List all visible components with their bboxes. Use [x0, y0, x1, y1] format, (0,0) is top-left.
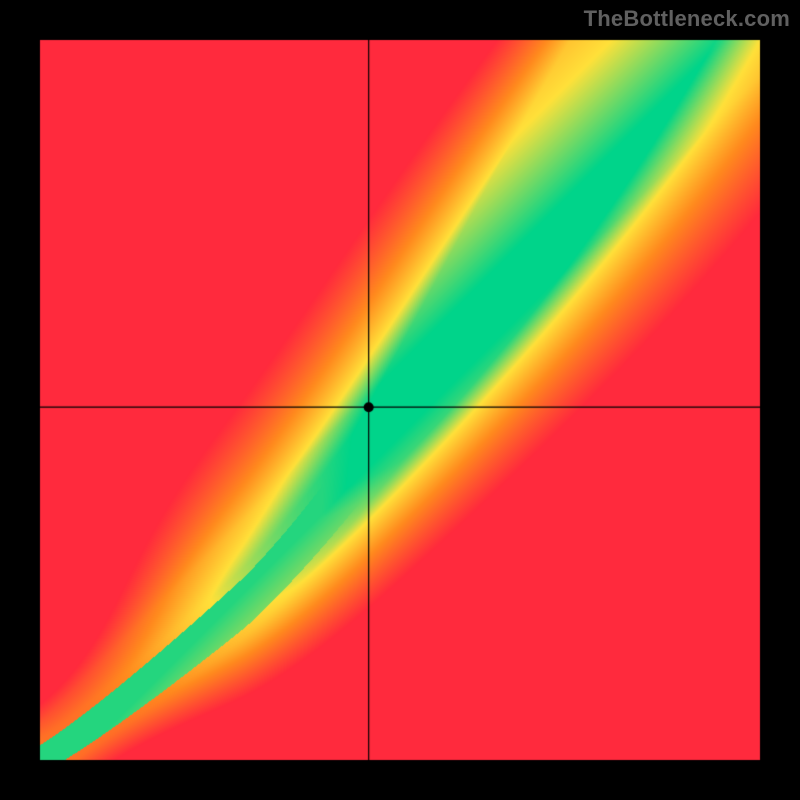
chart-container: TheBottleneck.com	[0, 0, 800, 800]
heatmap-canvas	[0, 0, 800, 800]
watermark-text: TheBottleneck.com	[584, 6, 790, 32]
